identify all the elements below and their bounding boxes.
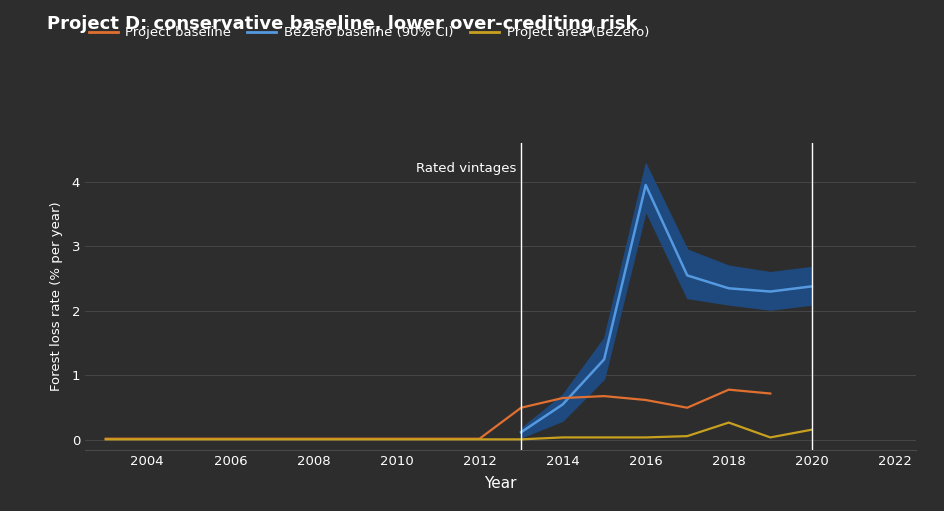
Text: Project D: conservative baseline, lower over-crediting risk: Project D: conservative baseline, lower … (47, 15, 638, 33)
Text: Rated vintages: Rated vintages (415, 162, 516, 175)
Y-axis label: Forest loss rate (% per year): Forest loss rate (% per year) (50, 201, 63, 391)
Legend: Project baseline, BeZero baseline (90% CI), Project area (BeZero): Project baseline, BeZero baseline (90% C… (83, 21, 654, 44)
X-axis label: Year: Year (484, 476, 516, 491)
